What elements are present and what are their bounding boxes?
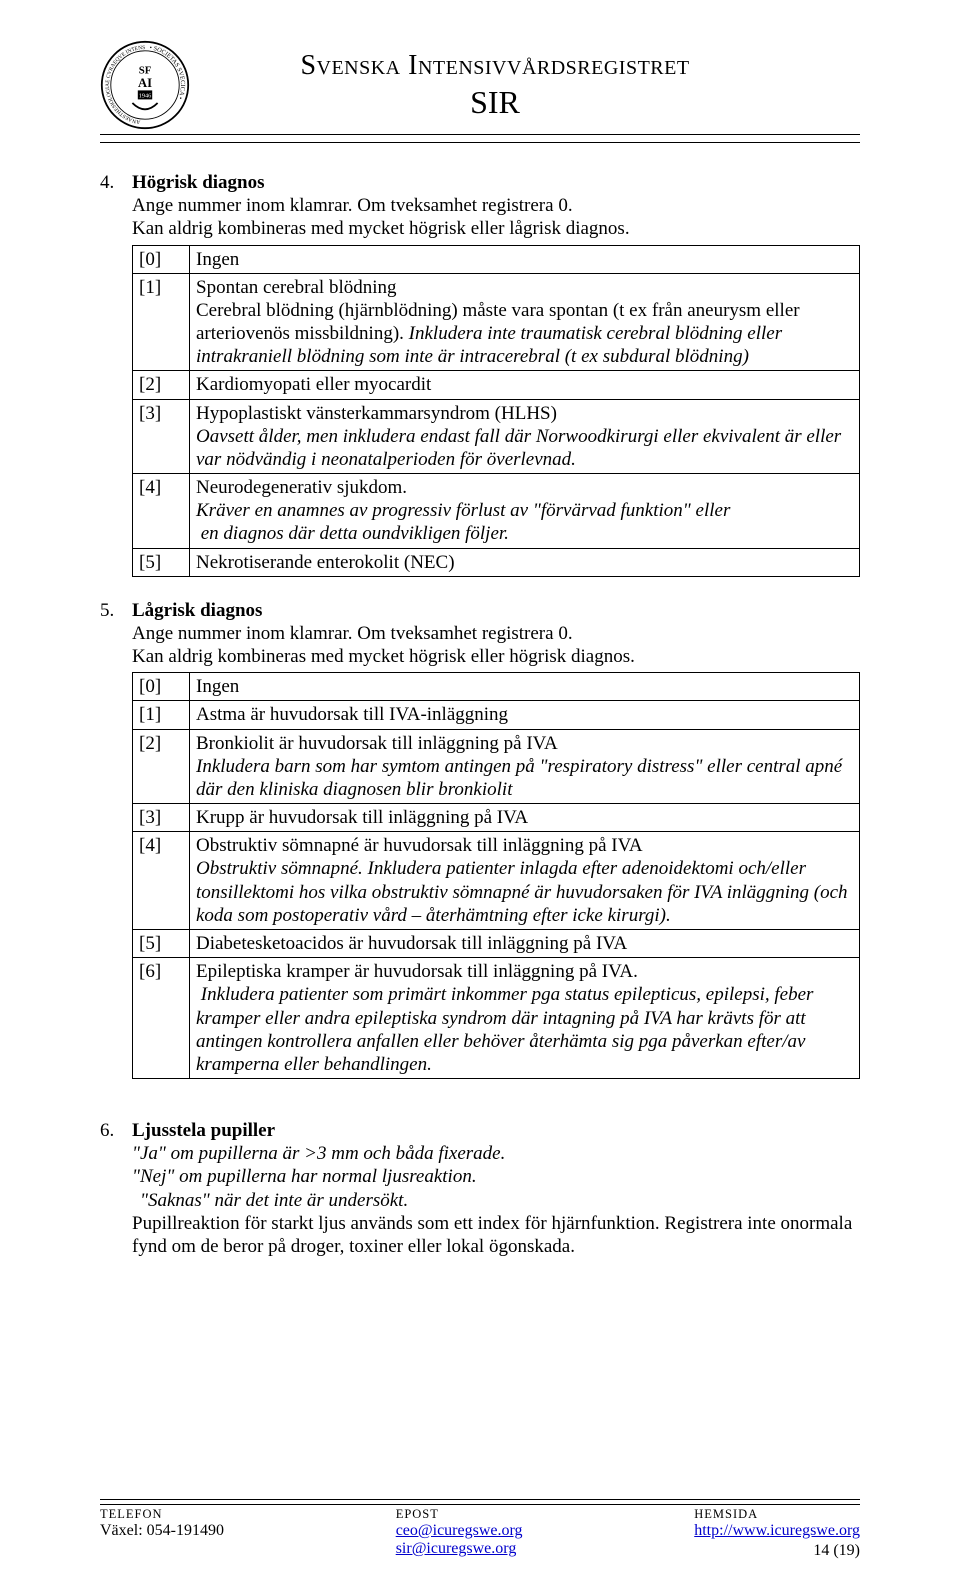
table-row: [2]Bronkiolit är huvudorsak till inläggn…: [133, 729, 860, 804]
table-cell-text: Obstruktiv sömnapné är huvudorsak till i…: [190, 832, 860, 930]
footer-tel-val: Växel: 054-191490: [100, 1522, 224, 1540]
footer-col-epost: EPOST ceo@icuregswe.org sir@icuregswe.or…: [396, 1507, 523, 1560]
section-4-head: 4. Högrisk diagnos: [100, 171, 860, 194]
org-logo: • SOCIETAS SVECICA • ANAESTHESIOLOGIAE C…: [100, 40, 190, 130]
table-row: [2]Kardiomyopati eller myocardit: [133, 371, 860, 399]
section-6-l3: "Saknas" när det inte är undersökt.: [140, 1189, 860, 1212]
footer-rule-2: [100, 1504, 860, 1505]
table-cell-text: Ingen: [190, 245, 860, 273]
table-cell-code: [3]: [133, 399, 190, 474]
footer-hem-label: HEMSIDA: [694, 1507, 860, 1522]
content: 4. Högrisk diagnos Ange nummer inom klam…: [100, 171, 860, 1258]
table-row: [5]Diabetesketoacidos är huvudorsak till…: [133, 929, 860, 957]
table-section-4: [0]Ingen[1]Spontan cerebral blödningCere…: [132, 245, 860, 577]
footer-epost-label: EPOST: [396, 1507, 523, 1522]
footer-row: TELEFON Växel: 054-191490 EPOST ceo@icur…: [100, 1507, 860, 1560]
page-header: • SOCIETAS SVECICA • ANAESTHESIOLOGIAE C…: [100, 40, 860, 130]
section-6-l2: "Nej" om pupillerna har normal ljusreakt…: [132, 1165, 860, 1188]
header-rule-2: [100, 142, 860, 143]
table-section-4-body: [0]Ingen[1]Spontan cerebral blödningCere…: [133, 245, 860, 576]
table-cell-code: [1]: [133, 273, 190, 371]
section-6-head: 6. Ljusstela pupiller: [100, 1119, 860, 1142]
table-cell-text: Ingen: [190, 673, 860, 701]
section-6: 6. Ljusstela pupiller "Ja" om pupillerna…: [100, 1119, 860, 1258]
section-6-l1: "Ja" om pupillerna är >3 mm och båda fix…: [132, 1142, 860, 1165]
section-4-num: 4.: [100, 171, 124, 194]
page-number: 14 (19): [694, 1542, 860, 1560]
table-row: [0]Ingen: [133, 245, 860, 273]
svg-text:SF: SF: [139, 64, 152, 76]
table-row: [0]Ingen: [133, 673, 860, 701]
table-cell-code: [2]: [133, 371, 190, 399]
footer-tel-label: TELEFON: [100, 1507, 224, 1522]
footer-hem-link[interactable]: http://www.icuregswe.org: [694, 1522, 860, 1539]
table-cell-text: Hypoplastiskt vänsterkammarsyndrom (HLHS…: [190, 399, 860, 474]
section-4-sub1: Ange nummer inom klamrar. Om tveksamhet …: [132, 194, 860, 217]
table-row: [1]Spontan cerebral blödningCerebral blö…: [133, 273, 860, 371]
section-6-num: 6.: [100, 1119, 124, 1142]
section-6-title: Ljusstela pupiller: [132, 1119, 275, 1142]
table-cell-text: Spontan cerebral blödningCerebral blödni…: [190, 273, 860, 371]
section-5-sub1: Ange nummer inom klamrar. Om tveksamhet …: [132, 622, 860, 645]
page-footer: TELEFON Växel: 054-191490 EPOST ceo@icur…: [100, 1499, 860, 1560]
table-cell-text: Kardiomyopati eller myocardit: [190, 371, 860, 399]
table-cell-code: [4]: [133, 832, 190, 930]
section-4-sub2: Kan aldrig kombineras med mycket högrisk…: [132, 217, 860, 240]
table-row: [4]Obstruktiv sömnapné är huvudorsak til…: [133, 832, 860, 930]
table-cell-code: [2]: [133, 729, 190, 804]
footer-rule-1: [100, 1499, 860, 1500]
footer-col-hemsida: HEMSIDA http://www.icuregswe.org 14 (19): [694, 1507, 860, 1560]
table-section-5: [0]Ingen[1]Astma är huvudorsak till IVA-…: [132, 672, 860, 1079]
table-cell-text: Krupp är huvudorsak till inläggning på I…: [190, 804, 860, 832]
svg-text:AI: AI: [138, 76, 152, 90]
table-cell-code: [0]: [133, 673, 190, 701]
table-cell-text: Neurodegenerativ sjukdom.Kräver en anamn…: [190, 474, 860, 549]
table-section-5-body: [0]Ingen[1]Astma är huvudorsak till IVA-…: [133, 673, 860, 1079]
table-cell-text: Nekrotiserande enterokolit (NEC): [190, 548, 860, 576]
table-cell-text: Diabetesketoacidos är huvudorsak till in…: [190, 929, 860, 957]
table-row: [6]Epileptiska kramper är huvudorsak til…: [133, 958, 860, 1079]
table-cell-code: [5]: [133, 929, 190, 957]
table-row: [1]Astma är huvudorsak till IVA-inläggni…: [133, 701, 860, 729]
table-cell-text: Bronkiolit är huvudorsak till inläggning…: [190, 729, 860, 804]
table-row: [3]Hypoplastiskt vänsterkammarsyndrom (H…: [133, 399, 860, 474]
org-abbr: SIR: [210, 84, 780, 121]
svg-text:1946: 1946: [139, 93, 152, 100]
footer-col-tel: TELEFON Växel: 054-191490: [100, 1507, 224, 1560]
table-cell-text: Astma är huvudorsak till IVA-inläggning: [190, 701, 860, 729]
table-cell-code: [1]: [133, 701, 190, 729]
section-5-num: 5.: [100, 599, 124, 622]
section-5-title: Lågrisk diagnos: [132, 599, 262, 622]
org-name: Svenska Intensivvårdsregistret: [210, 50, 780, 82]
page: • SOCIETAS SVECICA • ANAESTHESIOLOGIAE C…: [0, 0, 960, 1592]
section-5-sub2: Kan aldrig kombineras med mycket högrisk…: [132, 645, 860, 668]
footer-epost-link2[interactable]: sir@icuregswe.org: [396, 1540, 517, 1557]
footer-epost-link1[interactable]: ceo@icuregswe.org: [396, 1522, 523, 1539]
svg-text:• SOCIETAS SVECICA •: • SOCIETAS SVECICA •: [149, 44, 186, 100]
table-cell-code: [3]: [133, 804, 190, 832]
table-cell-code: [5]: [133, 548, 190, 576]
table-row: [3]Krupp är huvudorsak till inläggning p…: [133, 804, 860, 832]
table-row: [5]Nekrotiserande enterokolit (NEC): [133, 548, 860, 576]
section-4-title: Högrisk diagnos: [132, 171, 265, 194]
header-title-block: Svenska Intensivvårdsregistret SIR: [210, 50, 780, 121]
table-row: [4]Neurodegenerativ sjukdom.Kräver en an…: [133, 474, 860, 549]
table-cell-code: [0]: [133, 245, 190, 273]
table-cell-code: [4]: [133, 474, 190, 549]
section-6-l4: Pupillreaktion för starkt ljus används s…: [132, 1212, 860, 1258]
table-cell-code: [6]: [133, 958, 190, 1079]
table-cell-text: Epileptiska kramper är huvudorsak till i…: [190, 958, 860, 1079]
section-5-head: 5. Lågrisk diagnos: [100, 599, 860, 622]
